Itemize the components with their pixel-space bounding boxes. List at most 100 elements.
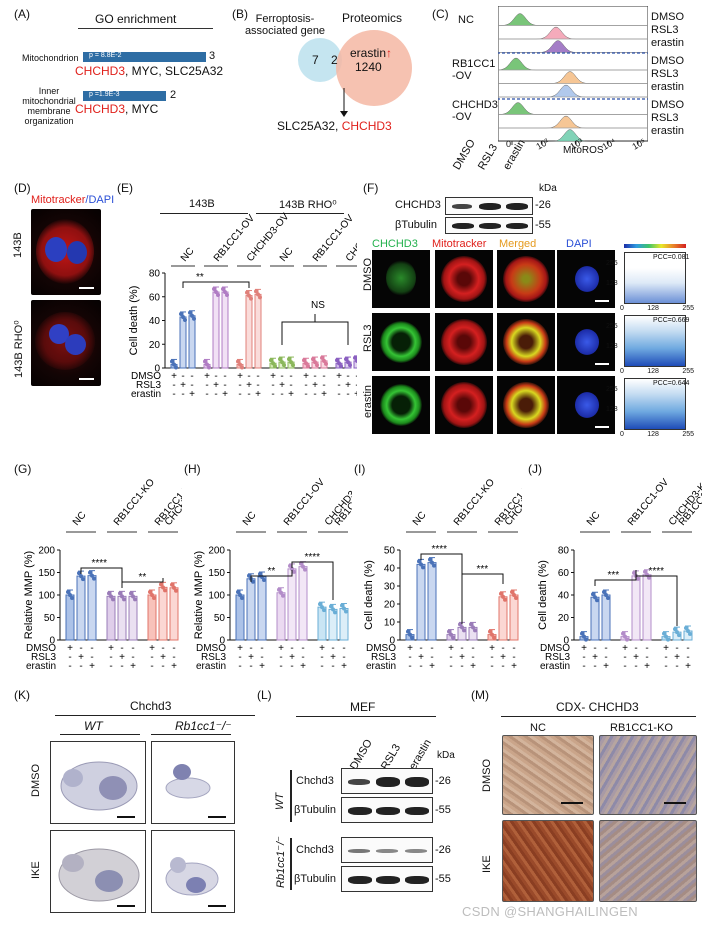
treatment-sign: + bbox=[222, 389, 228, 400]
group-label: RB1CC1-OV bbox=[282, 477, 327, 528]
data-point bbox=[278, 357, 282, 362]
y-tick-label: 40 bbox=[558, 591, 570, 602]
bar bbox=[509, 594, 519, 641]
bar bbox=[212, 291, 220, 369]
treatment-sign: + bbox=[259, 661, 265, 672]
data-point bbox=[606, 596, 610, 600]
treatment-sign: + bbox=[237, 643, 243, 654]
y-tick-label: 80 bbox=[558, 546, 570, 557]
data-point bbox=[238, 593, 242, 597]
data-point bbox=[417, 559, 421, 564]
venn-right-circle bbox=[336, 30, 412, 106]
data-point bbox=[329, 604, 333, 609]
data-point bbox=[107, 591, 111, 596]
f-kda-26: -26 bbox=[535, 199, 551, 211]
y-tick-label: 40 bbox=[149, 316, 161, 327]
treatment-sign: - bbox=[290, 661, 293, 672]
data-point bbox=[662, 631, 666, 636]
treatment-sign: + bbox=[592, 652, 598, 663]
data-point bbox=[406, 629, 410, 634]
go-bar-2: p =1.9E-3 bbox=[83, 91, 166, 101]
data-point bbox=[240, 365, 244, 370]
data-point bbox=[331, 607, 335, 612]
d-title: Mitotracker/DAPI bbox=[31, 194, 115, 206]
f-kda: kDa bbox=[539, 183, 557, 194]
data-point bbox=[348, 363, 352, 368]
m-row-ike: IKE bbox=[481, 855, 493, 873]
treatment-sign: - bbox=[331, 661, 334, 672]
treatment-sign: + bbox=[644, 661, 650, 672]
significance-label: ** bbox=[139, 572, 147, 583]
f-micro-erastin-chchd3 bbox=[372, 376, 430, 434]
treatment-sign: - bbox=[337, 389, 340, 400]
treatment-sign: - bbox=[346, 389, 349, 400]
treatment-sign: + bbox=[674, 652, 680, 663]
treatment-sign: - bbox=[623, 661, 626, 672]
data-point bbox=[593, 595, 597, 600]
data-point bbox=[289, 360, 293, 365]
treatment-sign: - bbox=[634, 643, 637, 654]
significance-label: **** bbox=[649, 566, 665, 577]
treatment-sign: - bbox=[172, 643, 175, 654]
data-point bbox=[303, 567, 307, 572]
data-point bbox=[269, 358, 273, 363]
bar bbox=[147, 594, 157, 641]
treatment-sign: + bbox=[248, 652, 254, 663]
data-point bbox=[342, 606, 346, 611]
data-point bbox=[636, 576, 640, 581]
f-blot-tubulin bbox=[445, 217, 533, 234]
l-protein-tubulin-ko: βTubulin bbox=[294, 873, 336, 885]
f-pcc-label: PCC=0.644 bbox=[653, 380, 690, 387]
treatment-sign: - bbox=[190, 371, 193, 382]
data-point bbox=[68, 593, 72, 597]
d-row-143b: 143B bbox=[12, 232, 24, 258]
treatment-sign: + bbox=[279, 380, 285, 391]
treatment-sign: - bbox=[512, 643, 515, 654]
go-title: GO enrichment bbox=[95, 12, 177, 26]
d-row-143b-rho0: 143B RHO⁰ bbox=[13, 320, 25, 378]
l-blot-ko-chchd3 bbox=[341, 837, 433, 863]
y-tick-label: 150 bbox=[208, 568, 225, 579]
group-label: NC bbox=[241, 510, 259, 528]
treatment-sign: - bbox=[449, 652, 452, 663]
treatment-sign: - bbox=[634, 661, 637, 672]
data-point bbox=[279, 590, 283, 595]
data-point bbox=[88, 570, 92, 575]
treatment-sign: - bbox=[172, 652, 175, 663]
treatment-sign: - bbox=[238, 661, 241, 672]
data-point bbox=[337, 361, 341, 366]
c-histogram-trace bbox=[498, 71, 648, 84]
treatment-row-label: DMSO bbox=[540, 643, 570, 654]
treatment-sign: - bbox=[471, 643, 474, 654]
k-image-wt-ike bbox=[50, 830, 146, 913]
data-point bbox=[92, 576, 96, 581]
treatment-sign: + bbox=[180, 380, 186, 391]
data-point bbox=[324, 361, 328, 366]
data-point bbox=[632, 570, 636, 575]
data-point bbox=[595, 598, 599, 603]
treatment-sign: - bbox=[289, 371, 292, 382]
treatment-sign: - bbox=[271, 380, 274, 391]
treatment-sign: - bbox=[109, 661, 112, 672]
data-point bbox=[170, 359, 174, 364]
treatment-row-label: DMSO bbox=[131, 371, 161, 382]
l-kda-26-wt: -26 bbox=[435, 775, 451, 787]
l-kda-55-wt: -55 bbox=[435, 804, 451, 816]
data-point bbox=[408, 632, 412, 637]
data-point bbox=[318, 602, 322, 607]
venn-set1-label: Ferroptosis- associated gene bbox=[244, 13, 326, 37]
treatment-sign: + bbox=[407, 643, 413, 654]
bar bbox=[106, 595, 116, 641]
treatment-sign: + bbox=[341, 661, 347, 672]
y-tick-label: 20 bbox=[384, 600, 396, 611]
f-scatter-yticks: 255 128 bbox=[606, 323, 618, 350]
treatment-row-label: RSL3 bbox=[371, 652, 396, 663]
f-scatter-xticks: 0 128 255 bbox=[620, 305, 694, 312]
f-color-scale bbox=[624, 244, 686, 248]
data-point bbox=[170, 582, 174, 587]
treatment-sign: - bbox=[664, 652, 667, 663]
data-point bbox=[460, 625, 464, 630]
go-p-2: p =1.9E-3 bbox=[89, 91, 120, 98]
bar bbox=[87, 575, 97, 641]
data-point bbox=[205, 362, 209, 367]
